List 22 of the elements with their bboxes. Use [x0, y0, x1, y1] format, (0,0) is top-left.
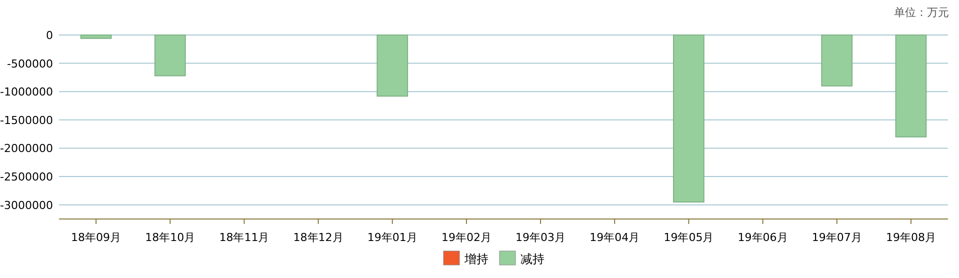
- legend-label: 增持: [464, 252, 488, 266]
- x-tick-label: 19年04月: [590, 231, 640, 244]
- x-tick-label: 19年01月: [367, 231, 418, 244]
- y-tick-label: -2000000: [0, 142, 53, 156]
- y-tick-label: -1000000: [0, 86, 53, 99]
- y-tick-label: 0: [46, 29, 53, 42]
- y-tick-label: -1500000: [0, 114, 53, 127]
- x-tick-label: 18年11月: [219, 231, 270, 244]
- x-tick-label: 19年07月: [812, 231, 862, 244]
- x-tick-label: 18年09月: [71, 231, 122, 244]
- x-tick-label: 18年12月: [293, 231, 344, 244]
- x-tick-label: 19年08月: [886, 231, 936, 244]
- legend-label: 减持: [520, 252, 544, 266]
- y-tick-label: -3000000: [0, 198, 53, 212]
- x-tick-label: 19年06月: [738, 231, 788, 244]
- x-tick-label: 19年03月: [516, 231, 566, 244]
- y-tick-label: -500000: [7, 57, 53, 70]
- x-tick-label: 18年10月: [145, 231, 196, 244]
- text: 单位：万元: [894, 6, 949, 19]
- y-tick-label: -2500000: [0, 170, 53, 184]
- x-tick-label: 19年02月: [441, 231, 492, 244]
- x-tick-label: 19年05月: [664, 231, 714, 244]
